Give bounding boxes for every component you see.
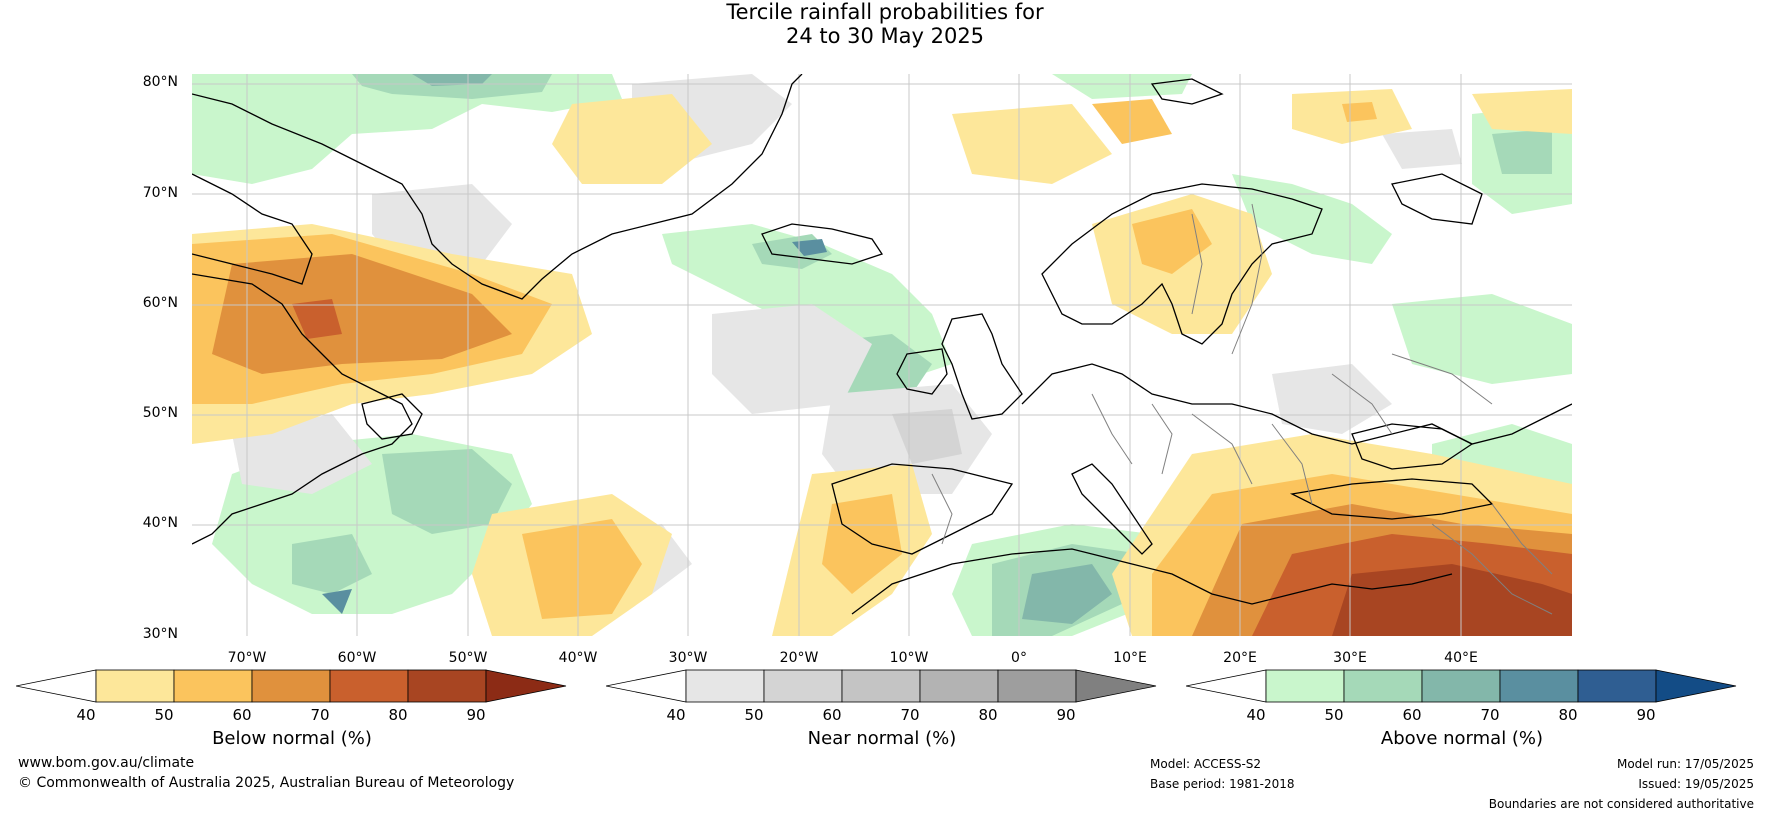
near-tick-70: 70 [900,706,920,724]
below-cb-bin-50-60 [173,669,253,703]
near-cb-bin-50-60 [763,669,843,703]
lat-label-60n: 60°N [142,295,178,311]
probability-map [192,74,1572,636]
title-line-1: Tercile rainfall probabilities for [726,0,1044,24]
below-tick-50: 50 [154,706,174,724]
above-normal-title: Above normal (%) [1380,728,1544,749]
map-title: Tercile rainfall probabilities for 24 to… [0,0,1770,48]
lon-label-30w: 30°W [668,650,708,666]
near-tick-90: 90 [1056,706,1076,724]
lat-label-30n: 30°N [142,626,178,642]
below-cb-bin-40-50 [95,669,175,703]
near-tick-80: 80 [978,706,998,724]
below-normal-colorbar [16,669,567,703]
below-tick-80: 80 [388,706,408,724]
lon-label-20w: 20°W [779,650,819,666]
footer-model-run: Model run: 17/05/2025 [1616,757,1754,771]
below-normal-title: Below normal (%) [212,728,372,749]
near-cb-low-triangle [606,669,687,703]
lon-label-40e: 40°E [1444,650,1478,666]
lon-label-40w: 40°W [558,650,598,666]
lon-label-30e: 30°E [1333,650,1367,666]
lon-label-10e: 10°E [1113,650,1147,666]
lon-label-20e: 20°E [1223,650,1257,666]
below-tick-60: 60 [232,706,252,724]
near-cb-bin-70-80 [919,669,999,703]
below-tick-90: 90 [466,706,486,724]
above-tick-70: 70 [1480,706,1500,724]
above-tick-80: 80 [1558,706,1578,724]
above-tick-60: 60 [1402,706,1422,724]
near-tick-60: 60 [822,706,842,724]
above-cb-high-triangle [1655,669,1737,703]
below-tick-40: 40 [76,706,96,724]
footer-copyright: © Commonwealth of Australia 2025, Austra… [18,775,515,791]
lat-label-40n: 40°N [142,515,178,531]
lon-label-60w: 60°W [337,650,377,666]
above-cb-bin-70-80 [1499,669,1579,703]
below-cb-high-triangle [485,669,567,703]
near-normal-colorbar [606,669,1157,703]
above-normal-colorbar [1186,669,1737,703]
near-tick-40: 40 [666,706,686,724]
below-cb-bin-80-90 [407,669,487,703]
coastlines [192,74,1572,615]
near-cb-high-triangle [1075,669,1157,703]
below-normal-patches [192,89,1572,636]
above-cb-bin-50-60 [1343,669,1423,703]
near-cb-bin-40-50 [685,669,765,703]
above-cb-bin-40-50 [1265,669,1345,703]
near-normal-title: Near normal (%) [807,728,957,749]
footer-model: Model: ACCESS-S2 [1150,757,1262,771]
near-tick-50: 50 [744,706,764,724]
graticule [192,74,1572,636]
map-svg [192,74,1572,636]
footer-base-period: Base period: 1981-2018 [1150,777,1295,791]
lon-label-50w: 50°W [448,650,488,666]
below-cb-bin-60-70 [251,669,331,703]
above-cb-low-triangle [1186,669,1267,703]
below-tick-70: 70 [310,706,330,724]
above-tick-50: 50 [1324,706,1344,724]
lat-label-50n: 50°N [142,405,178,421]
footer-disclaimer: Boundaries are not considered authoritat… [1488,797,1754,811]
footer-url: www.bom.gov.au/climate [18,755,195,771]
below-cb-low-triangle [16,669,97,703]
above-cb-bin-60-70 [1421,669,1501,703]
lat-label-70n: 70°N [142,185,178,201]
above-tick-40: 40 [1246,706,1266,724]
country-borders [931,203,1553,615]
lon-label-10w: 10°W [889,650,929,666]
near-cb-bin-80-90 [997,669,1077,703]
title-line-2: 24 to 30 May 2025 [785,24,985,48]
below-cb-bin-70-80 [329,669,409,703]
above-cb-bin-80-90 [1577,669,1657,703]
lat-label-80n: 80°N [142,74,178,90]
lon-label-70w: 70°W [227,650,267,666]
near-cb-bin-60-70 [841,669,921,703]
footer-issued: Issued: 19/05/2025 [1638,777,1754,791]
above-tick-90: 90 [1636,706,1656,724]
lon-label-0: 0° [1011,650,1027,666]
